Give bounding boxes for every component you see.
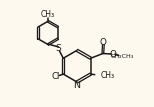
- Text: Cl: Cl: [52, 72, 60, 81]
- Text: CH₃: CH₃: [100, 71, 114, 80]
- Text: O: O: [100, 38, 107, 47]
- Text: CH₃: CH₃: [41, 10, 55, 19]
- Text: O: O: [110, 50, 117, 59]
- Text: N: N: [73, 81, 81, 90]
- Text: CH₂CH₃: CH₂CH₃: [110, 54, 134, 59]
- Text: S: S: [56, 44, 61, 53]
